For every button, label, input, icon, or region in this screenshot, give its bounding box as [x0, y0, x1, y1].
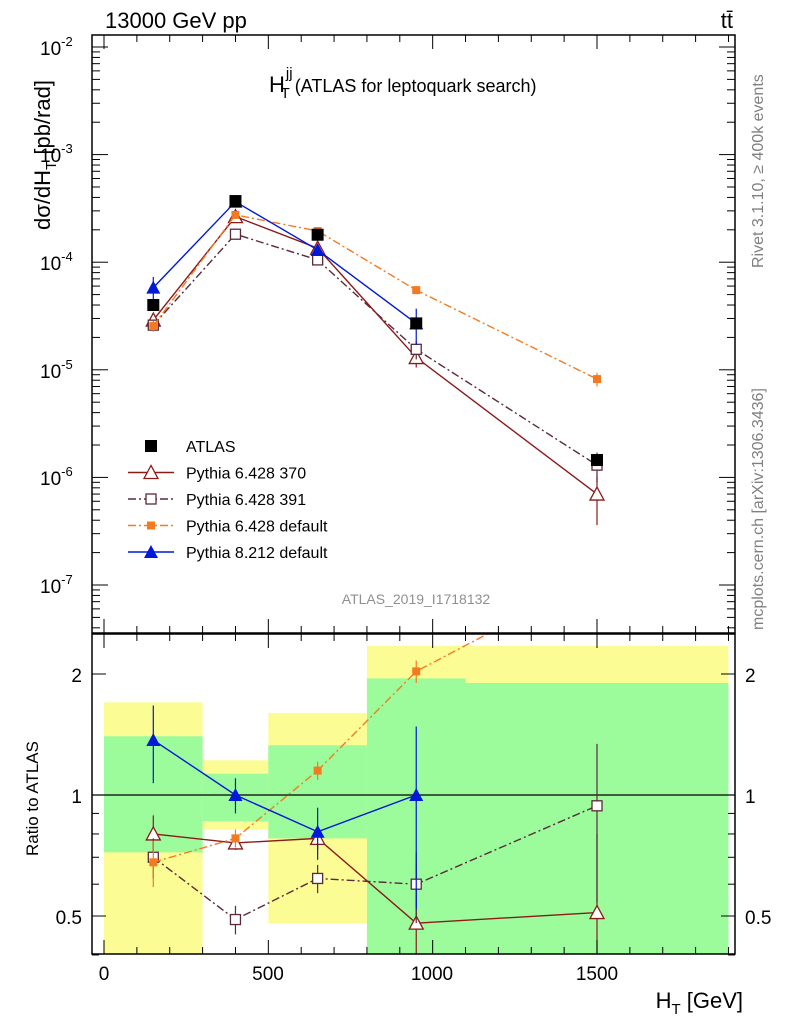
y-axis-label: dσ/dHT [pb/rad] — [30, 80, 60, 230]
series-line-p391 — [152, 233, 598, 466]
point-p391-1 — [229, 228, 242, 240]
xtick-label-500: 500 — [252, 964, 284, 985]
series-line-p8 — [152, 200, 417, 324]
x-axis-label-unit: [GeV] — [681, 988, 743, 1013]
legend-label-p8: Pythia 8.212 default — [186, 545, 328, 562]
ratio-tick-right-2: 2 — [745, 666, 756, 687]
xtick-label-1500: 1500 — [576, 964, 618, 985]
atlas-point-3 — [410, 317, 423, 330]
ratio-tick-left-2: 2 — [71, 666, 82, 687]
legend-marker-p391 — [145, 493, 157, 505]
ratio-axis-label: Ratio to ATLAS — [23, 741, 42, 856]
point-p370-4 — [588, 485, 606, 501]
point-p391-2 — [311, 254, 324, 266]
point-p391-3 — [410, 343, 422, 355]
ratio-point-pdefault-0 — [149, 858, 158, 867]
series-line-pdefault — [152, 214, 598, 380]
ratio-tick-left-1: 1 — [71, 787, 82, 808]
ratio-point-p391-4 — [591, 800, 603, 812]
ratio-point-p8-2 — [310, 824, 325, 838]
top-frame — [91, 34, 736, 634]
ratio-point-p8-1 — [228, 788, 243, 801]
point-pdefault-1 — [231, 210, 240, 219]
ratio-point-p8-0 — [146, 733, 161, 747]
legend-marker-p8 — [144, 545, 158, 558]
header-left: 13000 GeV pp — [105, 8, 247, 33]
ytick-label-1e-6: 10-6 — [40, 464, 73, 490]
plot-title-sup: jj — [285, 65, 293, 82]
y-axis-label-main: dσ/dH — [30, 170, 55, 230]
y-axis-label-unit: [pb/rad] — [30, 80, 55, 161]
plot-title-rest: (ATLAS for leptoquark search) — [290, 76, 537, 96]
ratio-tick-right-1: 1 — [745, 787, 756, 808]
legend-label-p370: Pythia 6.428 370 — [186, 466, 306, 483]
ytick-label-1e-7: 10-7 — [40, 572, 73, 598]
x-axis-label-sub: T — [671, 1001, 680, 1018]
point-p8-0 — [146, 280, 161, 294]
point-pdefault-3 — [412, 286, 421, 295]
point-pdefault-4 — [593, 375, 601, 384]
atlas-point-0 — [147, 299, 160, 312]
ratio-point-p391-2 — [311, 872, 324, 885]
legend-label-atlas: ATLAS — [186, 439, 236, 456]
atlas-point-2 — [311, 228, 324, 241]
ratio-tick-right-0.5: 0.5 — [745, 908, 771, 929]
y-axis-label-sub: T — [43, 161, 60, 170]
point-pdefault-0 — [149, 322, 158, 331]
ratio-point-pdefault-1 — [231, 834, 240, 843]
log-tick-labels: 10-2 10-3 10-4 10-5 10-6 10-7 — [40, 34, 73, 598]
ratio-point-pdefault-2 — [313, 766, 322, 775]
legend-marker-atlas — [145, 440, 157, 452]
rivet-label: Rivet 3.1.10, ≥ 400k events — [750, 74, 767, 268]
plot-title-main: H — [269, 72, 285, 97]
ratio-tick-left-0.5: 0.5 — [56, 908, 82, 929]
legend-label-pdefault: Pythia 6.428 default — [186, 519, 328, 536]
x-axis-label-main: H — [656, 988, 672, 1013]
analysis-id: ATLAS_2019_I1718132 — [342, 591, 491, 607]
plot-title-sub: T — [281, 85, 290, 102]
header-right: tt̄ — [721, 8, 733, 33]
point-p8-2 — [310, 242, 325, 256]
ratio-point-pdefault-4 — [593, 572, 601, 580]
xtick-label-0: 0 — [99, 964, 110, 985]
plot-title: Hjj T (ATLAS for leptoquark search) — [269, 65, 537, 102]
ytick-label-1e-4: 10-4 — [40, 249, 73, 275]
ratio-point-p8-3 — [409, 788, 424, 801]
legend-marker-p370 — [142, 464, 160, 480]
atlas-point-4 — [591, 454, 603, 467]
xtick-label-1000: 1000 — [411, 964, 453, 985]
legend-label-p391: Pythia 6.428 391 — [186, 492, 306, 509]
ytick-label-1e-5: 10-5 — [40, 357, 73, 383]
legend-marker-pdefault — [147, 521, 155, 530]
x-axis-label: HT [GeV] — [656, 988, 743, 1018]
atlas-point-1 — [229, 195, 242, 208]
ytick-label-1e-2: 10-2 — [40, 34, 73, 60]
ratio-point-p370-4 — [588, 904, 606, 920]
ratio-line-p8 — [152, 739, 417, 833]
ratio-frame — [91, 633, 736, 955]
ratio-point-p391-1 — [229, 913, 242, 926]
mcplots-label: mcplots.cern.ch [arXiv:1306.3436] — [750, 388, 767, 630]
ratio-point-pdefault-3 — [412, 667, 421, 676]
ytick-label-1e-3: 10-3 — [40, 141, 73, 167]
